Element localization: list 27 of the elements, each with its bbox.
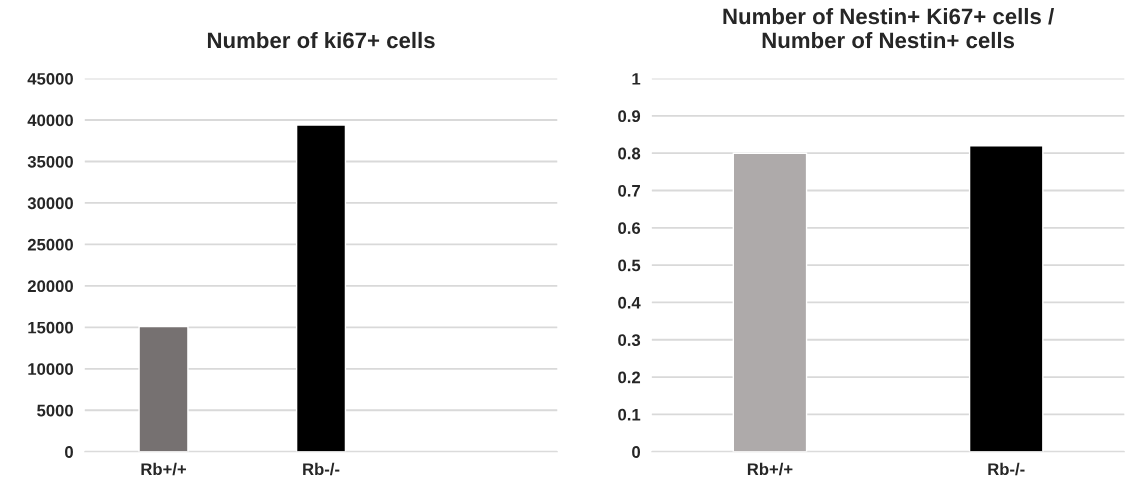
y-tick-label: 0.1: [618, 408, 641, 421]
y-tick-label: 0.7: [618, 184, 640, 197]
y-tick-label: 0.4: [618, 296, 641, 309]
y-tick-label: 0.8: [618, 147, 641, 160]
y-tick-label: 0.2: [618, 371, 641, 384]
x-tick-label: Rb-/-: [988, 462, 1025, 476]
y-tick-label: 40000: [27, 114, 73, 127]
y-tick-label: 20000: [27, 280, 73, 293]
chart-title: Number of ki67+ cells: [207, 31, 435, 49]
y-tick-label: 25000: [27, 238, 73, 251]
y-tick-label: 0.3: [618, 334, 641, 346]
y-tick-label: 35000: [27, 155, 73, 168]
y-tick-label: 45000: [27, 72, 73, 85]
x-tick-label: Rb+/+: [141, 462, 186, 476]
y-tick-label: 5000: [37, 404, 73, 417]
y-tick-label: 1: [632, 73, 641, 85]
y-tick-label: 0.5: [618, 259, 641, 272]
x-tick-label: Rb+/+: [747, 462, 793, 476]
y-tick-label: 0.6: [618, 222, 641, 235]
y-tick-label: 0: [65, 446, 73, 458]
y-tick-label: 10000: [28, 363, 73, 375]
chart-title: Number of Nestin+ Ki67+ cells / Number of Nestin+ cells: [723, 7, 1054, 49]
y-tick-label: 0.9: [618, 110, 641, 123]
y-tick-label: 0: [632, 446, 641, 458]
x-tick-label: Rb-/-: [303, 462, 340, 476]
y-tick-label: 15000: [28, 321, 73, 334]
y-tick-label: 30000: [27, 197, 73, 210]
